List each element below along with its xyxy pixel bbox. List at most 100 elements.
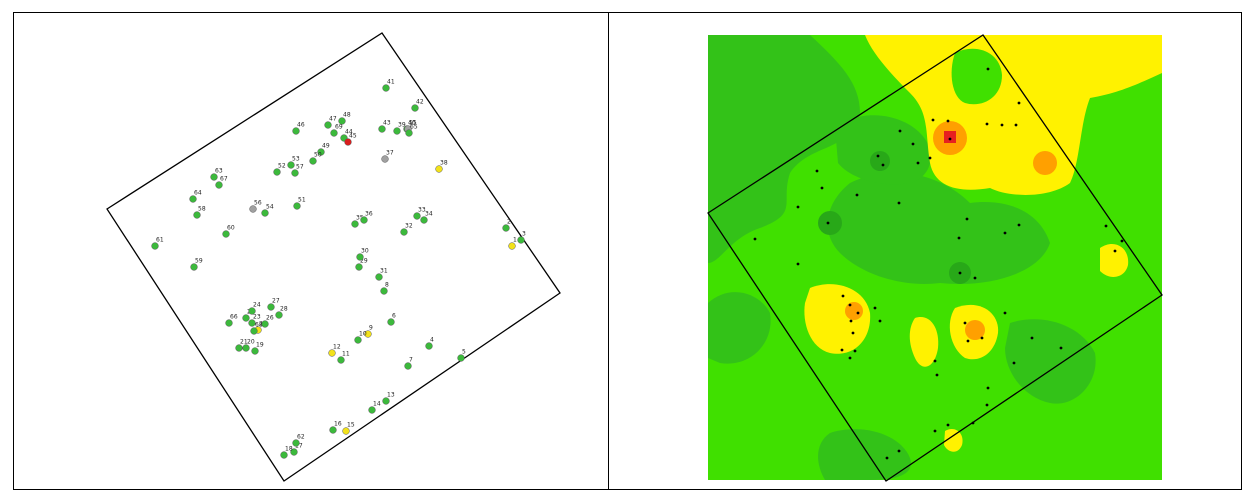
figure-frame xyxy=(13,12,1242,490)
site-marker-61 xyxy=(151,242,159,250)
sample-dot-8 xyxy=(898,129,902,133)
site-point-21: 21 xyxy=(235,339,248,352)
site-marker-66 xyxy=(225,319,233,327)
site-point-35: 35 xyxy=(351,215,364,228)
site-point-8: 8 xyxy=(380,282,389,295)
sample-dot-10 xyxy=(916,161,920,165)
site-marker-19 xyxy=(251,347,259,355)
site-label-40: 40 xyxy=(408,120,416,127)
sample-dot-24 xyxy=(957,236,961,240)
site-label-61: 61 xyxy=(156,237,164,244)
site-label-46: 46 xyxy=(297,122,305,129)
site-marker-13 xyxy=(382,397,390,405)
site-marker-17 xyxy=(290,448,298,456)
site-label-37: 37 xyxy=(386,150,394,157)
zone-yellow-north xyxy=(865,35,1162,195)
sample-dot-23 xyxy=(1003,231,1007,235)
site-label-53: 53 xyxy=(292,156,300,163)
site-marker-8 xyxy=(380,287,388,295)
sample-dot-37 xyxy=(849,319,853,323)
site-point-17: 17 xyxy=(290,443,303,456)
site-point-30: 30 xyxy=(356,248,369,261)
site-marker-28 xyxy=(275,311,283,319)
site-marker-4 xyxy=(425,342,433,350)
site-marker-41 xyxy=(382,84,390,92)
site-point-67: 67 xyxy=(215,176,228,189)
site-label-58: 58 xyxy=(198,206,206,213)
sample-dot-3 xyxy=(931,118,935,122)
sample-dot-32 xyxy=(841,294,845,298)
site-marker-36 xyxy=(360,216,368,224)
site-label-47: 47 xyxy=(329,116,337,123)
sample-dot-48 xyxy=(840,348,844,352)
site-marker-31 xyxy=(375,273,383,281)
sample-dot-51 xyxy=(986,386,990,390)
site-point-54: 54 xyxy=(261,204,274,217)
site-label-62: 62 xyxy=(297,434,305,441)
sample-dot-5 xyxy=(985,122,989,126)
site-marker-38 xyxy=(435,165,443,173)
site-label-48: 48 xyxy=(343,112,351,119)
site-label-24: 24 xyxy=(253,302,261,309)
sample-dot-16 xyxy=(820,186,824,190)
site-marker-7 xyxy=(404,362,412,370)
site-marker-32 xyxy=(400,228,408,236)
sample-dot-17 xyxy=(855,193,859,197)
site-point-66: 66 xyxy=(225,314,238,327)
panel-divider xyxy=(608,12,609,490)
site-point-46: 46 xyxy=(292,122,305,135)
site-point-11: 11 xyxy=(337,351,350,364)
site-label-14: 14 xyxy=(373,401,381,408)
site-label-31: 31 xyxy=(380,268,388,275)
site-marker-24 xyxy=(248,307,256,315)
site-label-51: 51 xyxy=(298,197,306,204)
site-label-57: 57 xyxy=(296,164,304,171)
site-label-33: 33 xyxy=(418,207,426,214)
site-label-27: 27 xyxy=(272,298,280,305)
zone-yellow-east xyxy=(1100,244,1129,277)
sample-dot-12 xyxy=(928,156,932,160)
sample-dot-44 xyxy=(1059,346,1063,350)
site-marker-45 xyxy=(344,138,352,146)
site-label-8: 8 xyxy=(385,282,389,289)
site-marker-58 xyxy=(193,211,201,219)
site-label-43: 43 xyxy=(383,120,391,127)
sample-dot-22 xyxy=(1017,223,1021,227)
zone-yellow-center xyxy=(909,317,939,367)
sample-location-dots xyxy=(753,67,1124,460)
site-point-53: 53 xyxy=(287,156,300,169)
sample-dot-20 xyxy=(826,221,830,225)
site-point-62: 62 xyxy=(292,434,305,447)
site-label-55: 55 xyxy=(409,120,417,127)
site-label-12: 12 xyxy=(333,344,341,351)
site-label-64: 64 xyxy=(194,190,202,197)
site-label-19: 19 xyxy=(256,342,264,349)
sample-dot-25 xyxy=(1104,224,1108,228)
site-label-39: 39 xyxy=(398,122,406,129)
site-point-3: 3 xyxy=(517,231,526,244)
site-label-66: 66 xyxy=(230,314,238,321)
sample-dot-9 xyxy=(911,142,915,146)
sample-dot-34 xyxy=(856,311,860,315)
site-label-63: 63 xyxy=(215,168,223,175)
site-label-3: 3 xyxy=(522,231,526,238)
site-label-16: 16 xyxy=(334,421,342,428)
site-point-59: 59 xyxy=(190,258,203,271)
sample-dot-29 xyxy=(796,262,800,266)
site-label-49: 49 xyxy=(322,143,330,150)
sample-dot-33 xyxy=(848,303,852,307)
site-marker-23 xyxy=(248,319,256,327)
site-marker-43 xyxy=(378,125,386,133)
sample-dot-41 xyxy=(980,336,984,340)
zone-dark-south xyxy=(818,429,911,480)
site-marker-68 xyxy=(250,327,258,335)
sample-dot-19 xyxy=(796,205,800,209)
site-point-50: 50 xyxy=(309,152,322,165)
site-point-64: 64 xyxy=(189,190,202,203)
site-point-60: 60 xyxy=(222,225,235,238)
site-marker-39 xyxy=(393,127,401,135)
site-point-13: 13 xyxy=(382,392,395,405)
site-label-32: 32 xyxy=(405,223,413,230)
site-point-6: 6 xyxy=(387,313,396,326)
zone-darker-2 xyxy=(870,151,890,171)
